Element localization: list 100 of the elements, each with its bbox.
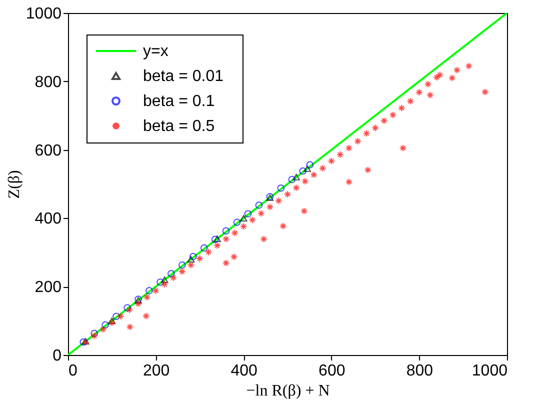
point [345, 178, 353, 186]
point [300, 207, 308, 215]
point [124, 304, 131, 312]
point [102, 321, 109, 329]
point [222, 235, 230, 243]
legend-label: beta = 0.5 [143, 118, 215, 135]
point [248, 216, 256, 224]
point [146, 287, 153, 294]
point [214, 235, 221, 242]
point [372, 124, 379, 132]
point [288, 176, 296, 184]
point [275, 197, 282, 204]
point [156, 278, 164, 286]
y-tick-label: 400 [34, 210, 62, 228]
point [231, 229, 238, 237]
x-tick-label: 0 [68, 362, 78, 380]
point [108, 319, 116, 327]
point [222, 227, 230, 235]
point [277, 184, 285, 192]
point [406, 98, 414, 105]
point [90, 332, 98, 340]
point [126, 323, 134, 331]
y-axis-title: Z(β) [6, 170, 23, 199]
point [299, 167, 307, 175]
point [196, 254, 204, 262]
point [200, 244, 208, 252]
point [336, 150, 344, 158]
legend-label: beta = 0.1 [143, 93, 215, 110]
x-tick-label: 200 [142, 362, 170, 380]
y-tick-label: 600 [34, 142, 62, 160]
point [99, 326, 107, 334]
point [255, 202, 263, 209]
point [187, 256, 195, 262]
point [240, 214, 248, 222]
x-tick-label: 400 [230, 362, 258, 380]
point [328, 157, 336, 165]
point [204, 248, 212, 256]
point [211, 236, 219, 244]
legend-label: beta = 0.01 [143, 68, 224, 85]
point [465, 62, 472, 70]
point [230, 253, 238, 261]
x-axis-title: −ln R(β) + N [246, 382, 330, 400]
point [160, 276, 168, 283]
y-tick-label: 800 [34, 74, 62, 91]
point [214, 242, 221, 250]
point [345, 144, 353, 152]
point [244, 210, 252, 218]
point [240, 222, 248, 230]
point [448, 74, 456, 82]
point [178, 268, 186, 276]
point [222, 259, 230, 267]
point [142, 312, 150, 320]
point [143, 294, 151, 301]
y-tick-label: 0 [52, 348, 62, 364]
point [292, 174, 300, 180]
point [178, 261, 186, 269]
x-tick-label: 600 [318, 362, 346, 380]
point [292, 184, 300, 192]
y-tick-label: 1000 [26, 6, 62, 22]
legend-label: y=x [143, 43, 168, 60]
point [453, 66, 461, 74]
point [424, 80, 432, 88]
point [380, 117, 388, 124]
point [170, 274, 178, 282]
point [117, 312, 124, 320]
point [416, 88, 423, 96]
y-tick-label: 200 [34, 279, 62, 296]
point [279, 222, 287, 230]
point [112, 312, 120, 320]
point [398, 104, 406, 112]
point [284, 190, 292, 198]
point [426, 91, 434, 99]
x-tick-label: 800 [406, 362, 434, 380]
point [266, 203, 274, 211]
point [168, 270, 175, 278]
point [189, 252, 197, 260]
point [152, 287, 160, 294]
point [436, 71, 444, 79]
point [233, 218, 241, 226]
point [354, 138, 362, 145]
point [306, 161, 314, 169]
point [258, 210, 265, 218]
point [187, 261, 195, 269]
point [134, 300, 142, 308]
point [90, 330, 98, 338]
point [481, 88, 489, 96]
point [318, 164, 326, 172]
point [301, 178, 309, 185]
point [108, 318, 116, 324]
point [310, 171, 318, 178]
point [399, 144, 407, 152]
point [126, 306, 134, 314]
point [260, 235, 268, 243]
point [364, 166, 372, 174]
point [433, 74, 440, 81]
point [389, 111, 397, 119]
point [362, 130, 370, 138]
point [160, 280, 168, 288]
x-tick-label: 1000 [472, 362, 508, 380]
point [304, 165, 311, 172]
